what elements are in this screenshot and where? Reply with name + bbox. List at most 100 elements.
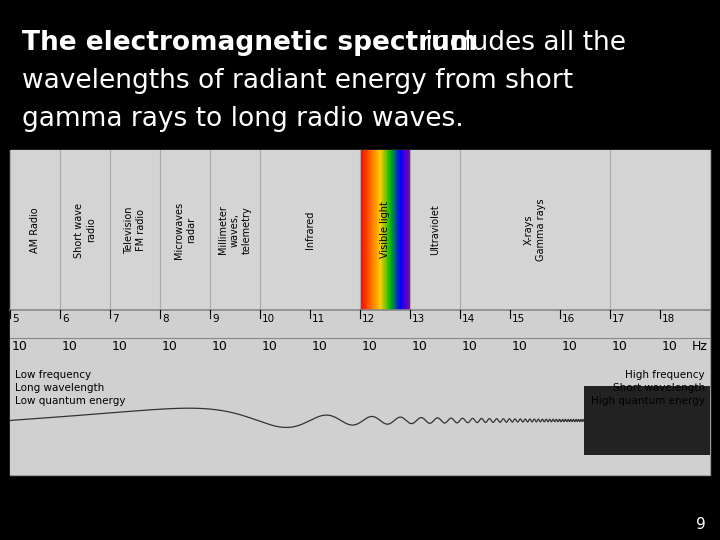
Bar: [409, 150, 410, 310]
Bar: [372, 150, 373, 310]
Bar: [392, 150, 393, 310]
Bar: [10, 150, 710, 475]
Bar: [384, 150, 385, 310]
Text: Long wavelength: Long wavelength: [15, 383, 104, 393]
Bar: [369, 150, 370, 310]
Bar: [387, 150, 388, 310]
Text: 17: 17: [612, 314, 625, 324]
Bar: [371, 150, 372, 310]
Bar: [408, 150, 409, 310]
Bar: [380, 150, 381, 310]
Text: 18: 18: [662, 314, 675, 324]
Bar: [386, 150, 387, 310]
Text: 10: 10: [612, 340, 628, 353]
Bar: [160, 150, 210, 310]
Text: X-rays
Gamma rays: X-rays Gamma rays: [524, 199, 546, 261]
Bar: [404, 150, 405, 310]
Text: High frequency: High frequency: [626, 370, 705, 380]
Text: Millimeter
waves,
telemetry: Millimeter waves, telemetry: [218, 206, 252, 254]
Bar: [405, 150, 406, 310]
Bar: [376, 150, 377, 310]
Bar: [403, 150, 404, 310]
Text: 14: 14: [462, 314, 475, 324]
Text: 9: 9: [212, 314, 219, 324]
Text: 10: 10: [662, 340, 678, 353]
Text: 10: 10: [462, 340, 478, 353]
Bar: [400, 150, 402, 310]
Bar: [10, 150, 60, 310]
Text: 10: 10: [62, 340, 78, 353]
Bar: [362, 150, 364, 310]
Bar: [364, 150, 365, 310]
Bar: [10, 310, 710, 366]
Bar: [379, 150, 380, 310]
Bar: [370, 150, 371, 310]
Text: Short wavelength: Short wavelength: [613, 383, 705, 393]
Text: 7: 7: [112, 314, 119, 324]
Text: Short wave
radio: Short wave radio: [74, 202, 96, 258]
Bar: [374, 150, 375, 310]
Bar: [10, 366, 710, 475]
Text: AM Radio: AM Radio: [30, 207, 40, 253]
Bar: [377, 150, 378, 310]
Text: 11: 11: [312, 314, 325, 324]
Text: wavelengths of radiant energy from short: wavelengths of radiant energy from short: [22, 68, 573, 94]
Bar: [584, 386, 710, 455]
Bar: [394, 150, 395, 310]
Bar: [373, 150, 374, 310]
Text: 10: 10: [262, 340, 278, 353]
Bar: [610, 150, 710, 310]
Text: The electromagnetic spectrum: The electromagnetic spectrum: [22, 30, 477, 56]
Bar: [381, 150, 382, 310]
Bar: [361, 150, 362, 310]
Bar: [391, 150, 392, 310]
Text: 5: 5: [12, 314, 19, 324]
Text: 10: 10: [212, 340, 228, 353]
Bar: [402, 150, 403, 310]
Text: 10: 10: [562, 340, 578, 353]
Text: 10: 10: [312, 340, 328, 353]
Text: The electromagnetic spectrum includes all the: The electromagnetic spectrum includes al…: [22, 30, 637, 56]
Text: Low quantum energy: Low quantum energy: [15, 396, 125, 406]
Bar: [385, 150, 386, 310]
Bar: [366, 150, 367, 310]
Bar: [365, 150, 366, 310]
Text: 16: 16: [562, 314, 575, 324]
Text: Low frequency: Low frequency: [15, 370, 91, 380]
Text: Hz: Hz: [692, 340, 708, 353]
Bar: [260, 150, 360, 310]
Bar: [395, 150, 397, 310]
Bar: [410, 150, 460, 310]
Bar: [399, 150, 400, 310]
Bar: [60, 150, 110, 310]
Bar: [360, 150, 361, 310]
Bar: [389, 150, 390, 310]
Text: Ultraviolet: Ultraviolet: [430, 205, 440, 255]
Text: includes all the: includes all the: [417, 30, 626, 56]
Bar: [393, 150, 394, 310]
Bar: [388, 150, 389, 310]
Bar: [390, 150, 391, 310]
Text: 6: 6: [62, 314, 68, 324]
Text: Television
FM radio: Television FM radio: [124, 206, 145, 254]
Text: 10: 10: [512, 340, 528, 353]
Bar: [210, 150, 260, 310]
Text: 10: 10: [162, 340, 178, 353]
Text: 10: 10: [362, 340, 378, 353]
Text: Microwaves
radar: Microwaves radar: [174, 201, 196, 259]
Text: 9: 9: [696, 517, 706, 532]
Text: 8: 8: [162, 314, 168, 324]
Text: 12: 12: [362, 314, 375, 324]
Bar: [360, 150, 410, 310]
Bar: [397, 150, 398, 310]
Text: 10: 10: [262, 314, 275, 324]
Bar: [110, 150, 160, 310]
Text: 10: 10: [412, 340, 428, 353]
Bar: [460, 150, 610, 310]
Text: 15: 15: [512, 314, 526, 324]
Text: Infrared: Infrared: [305, 211, 315, 249]
Text: 10: 10: [12, 340, 28, 353]
Text: High quantum energy: High quantum energy: [591, 396, 705, 406]
Bar: [375, 150, 376, 310]
Text: 10: 10: [112, 340, 128, 353]
